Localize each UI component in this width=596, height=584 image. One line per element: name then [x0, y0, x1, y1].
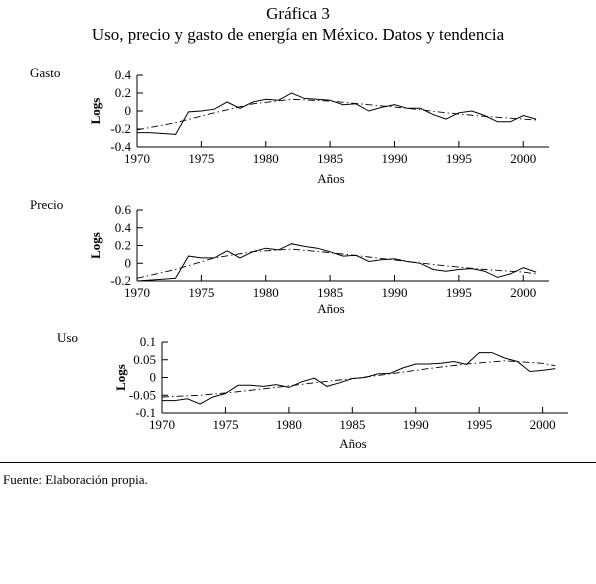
x-tick-label: 1990: [382, 285, 408, 300]
y-tick-label: 0: [125, 255, 132, 270]
figure-subtitle: Uso, precio y gasto de energía en México…: [91, 25, 505, 44]
x-tick-label: 1975: [188, 151, 214, 166]
y-tick-label: 0.1: [140, 334, 156, 349]
x-tick-label: 2000: [510, 285, 536, 300]
x-tick-label: 2000: [530, 417, 556, 432]
x-tick-label: 1970: [124, 151, 150, 166]
x-tick-label: 1995: [446, 285, 472, 300]
y-tick-label: 0.4: [115, 67, 132, 82]
x-tick-label: 1985: [317, 151, 343, 166]
x-tick-label: 1980: [276, 417, 302, 432]
x-tick-label: 1980: [253, 151, 279, 166]
y-tick-label: 0.2: [115, 85, 131, 100]
y-tick-label: 0.6: [115, 202, 132, 217]
y-tick-label: 0: [125, 103, 132, 118]
x-tick-label: 1970: [149, 417, 175, 432]
y-axis-title: Logs: [88, 232, 103, 259]
figure-title: Gráfica 3: [266, 4, 330, 23]
x-tick-label: 1970: [124, 285, 150, 300]
x-tick-label: 2000: [510, 151, 536, 166]
x-tick-label: 1975: [212, 417, 238, 432]
x-tick-label: 1980: [253, 285, 279, 300]
series-data-line: [137, 92, 537, 135]
y-tick-label: 0.4: [115, 220, 132, 235]
y-tick-label: -0.2: [110, 121, 131, 136]
bottom-rule: [0, 462, 596, 463]
x-tick-label: 1990: [403, 417, 429, 432]
y-tick-label: -0.2: [110, 273, 131, 288]
y-tick-label: 0.2: [115, 238, 131, 253]
y-tick-label: 0.05: [133, 352, 156, 367]
y-tick-label: -0.1: [135, 405, 156, 420]
series-data-line: [162, 352, 556, 405]
y-tick-label: 0: [150, 370, 157, 385]
x-axis-title: Años: [339, 436, 366, 451]
x-axis-title: Años: [317, 301, 344, 316]
x-tick-label: 1995: [466, 417, 492, 432]
series-trend-line: [161, 360, 556, 398]
y-tick-label: -0.05: [129, 387, 156, 402]
x-tick-label: 1990: [382, 151, 408, 166]
source-note: Fuente: Elaboración propia.: [3, 472, 148, 487]
series-data-line: [136, 243, 537, 282]
y-axis-title: Logs: [113, 364, 128, 391]
x-axis-title: Años: [317, 171, 344, 186]
panel-label: Precio: [30, 197, 63, 212]
x-tick-label: 1985: [317, 285, 343, 300]
series-trend-line: [136, 98, 537, 131]
x-tick-label: 1975: [188, 285, 214, 300]
panel-label: Gasto: [30, 65, 60, 80]
x-tick-label: 1995: [446, 151, 472, 166]
x-tick-label: 1985: [339, 417, 365, 432]
series-trend-line: [136, 248, 537, 279]
y-axis-title: Logs: [88, 98, 103, 125]
y-tick-label: -0.4: [110, 139, 131, 154]
panel-label: Uso: [57, 330, 78, 345]
